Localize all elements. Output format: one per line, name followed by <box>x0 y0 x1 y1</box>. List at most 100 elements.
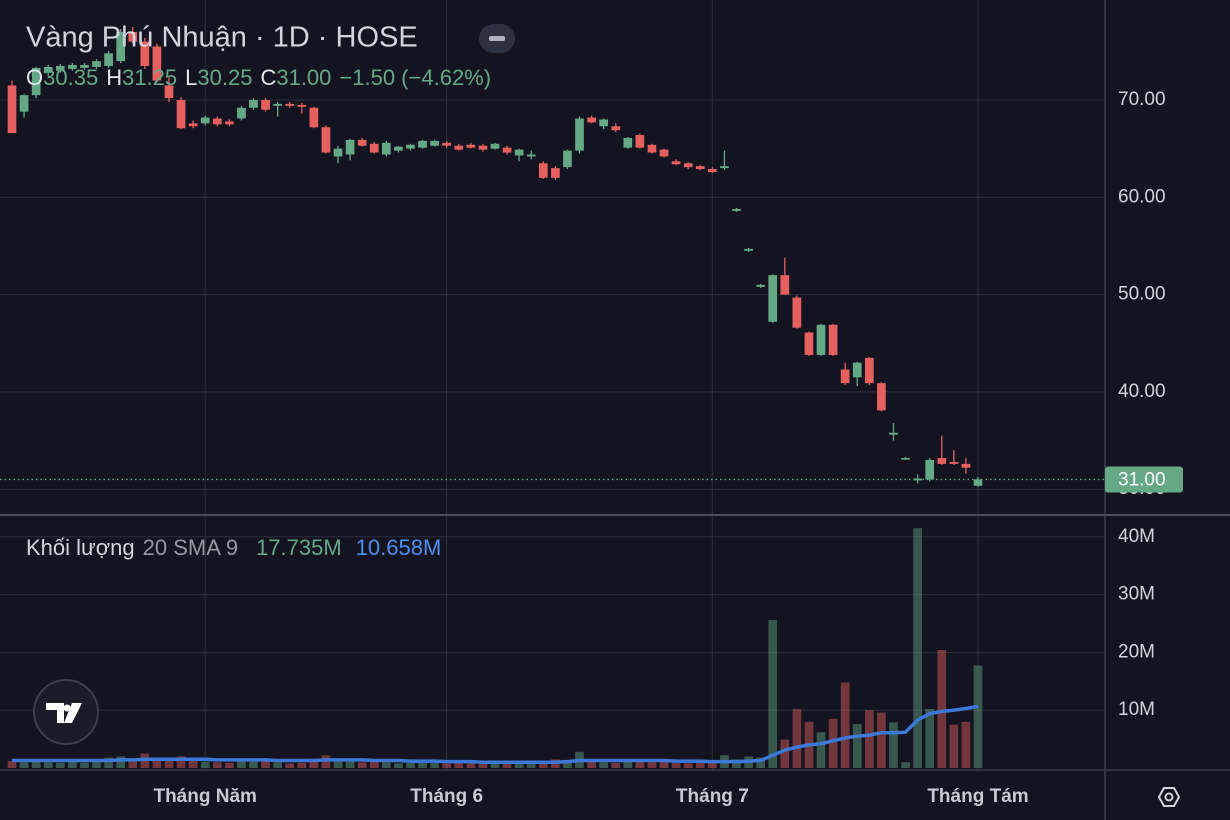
candle-body <box>225 121 234 125</box>
candle-body <box>7 85 17 134</box>
candle-body <box>828 324 838 355</box>
candle-body <box>683 163 693 168</box>
candle-body <box>937 458 947 464</box>
volume-bar <box>466 763 476 768</box>
candle-body <box>538 163 548 178</box>
candle-body <box>80 64 89 68</box>
ohlc-key: O <box>26 65 43 90</box>
ohlc-key: C <box>260 65 276 90</box>
candle-body <box>744 248 753 251</box>
volume-bar <box>732 759 741 768</box>
volume-bar <box>200 761 210 768</box>
candle-body <box>913 478 922 481</box>
ohlc-value: 31.00 <box>276 65 331 90</box>
volume-bar <box>659 761 669 768</box>
volume-bar <box>599 762 609 768</box>
volume-legend-params: 20 SMA 9 <box>143 535 238 560</box>
candle-body <box>502 147 512 153</box>
candle-body <box>478 145 488 150</box>
candle-body <box>695 166 705 170</box>
candle-body <box>297 104 307 107</box>
volume-bar <box>864 710 874 768</box>
candle-body <box>840 369 850 384</box>
volume-bar <box>502 762 512 768</box>
candle-body <box>454 145 464 150</box>
candle-body <box>768 275 778 322</box>
volume-bar <box>623 761 633 768</box>
price-pane <box>0 27 1105 487</box>
legend: Vàng Phú Nhuận · 1D · HOSE O30.35 H31.25 L… <box>26 22 515 560</box>
volume-bar <box>128 759 138 768</box>
collapse-icon <box>489 36 505 41</box>
candle-body <box>466 144 476 148</box>
candle-body <box>261 100 270 110</box>
x-tick-label: Tháng Năm <box>153 786 256 807</box>
candle-body <box>188 123 198 127</box>
volume-legend: Khối lượng 20 SMA 9 17.735M 10.658M <box>26 535 441 560</box>
volume-bar <box>261 761 270 768</box>
axes: 30.0040.0050.0060.0070.0010M20M30M40MThá… <box>153 89 1183 807</box>
volume-bar <box>357 762 367 768</box>
volume-bar <box>756 757 765 768</box>
volume-bar <box>780 739 790 768</box>
candle-body <box>647 144 657 153</box>
volume-bar <box>237 760 246 768</box>
ohlc-row: O30.35 H31.25 L30.25 C31.00 −1.50 (−4.62%) <box>26 65 491 90</box>
candle-body <box>164 85 174 99</box>
volume-bar <box>394 763 403 768</box>
candle-body <box>394 146 403 151</box>
candle-body <box>176 100 186 129</box>
volume-bar <box>418 761 427 768</box>
volume-bar <box>961 721 971 768</box>
volume-bar <box>345 760 355 768</box>
x-tick-label: Tháng Tám <box>927 786 1028 807</box>
volume-bar <box>647 762 657 768</box>
ohlc-legend: O30.35 H31.25 L30.25 C31.00 −1.50 (−4.62%) <box>26 65 491 90</box>
volume-bar <box>442 763 452 768</box>
candle-body <box>551 168 560 178</box>
candle-body <box>671 161 681 165</box>
candle-body <box>514 149 524 156</box>
volume-bar <box>7 761 17 768</box>
candle-body <box>852 362 862 378</box>
volume-bar <box>212 762 222 768</box>
volume-bar <box>285 763 295 768</box>
candle-body <box>406 144 415 149</box>
candle-body <box>925 460 935 480</box>
volume-bar <box>249 759 258 768</box>
candle-body <box>68 64 77 69</box>
volume-bar <box>406 762 415 768</box>
candle-body <box>321 127 331 153</box>
volume-tick-label: 20M <box>1118 641 1155 662</box>
volume-bar <box>188 760 198 768</box>
volume-legend-name: Khối lượng <box>26 535 135 560</box>
candle-body <box>369 143 379 153</box>
ohlc-value: 31.25 <box>122 65 177 90</box>
volume-bar <box>369 761 379 768</box>
candle-body <box>575 118 584 151</box>
candle-body <box>720 166 729 169</box>
volume-bar <box>43 762 53 768</box>
candle-body <box>345 139 355 155</box>
volume-bar <box>104 757 113 768</box>
volume-bar <box>587 761 596 768</box>
volume-bar <box>563 759 572 768</box>
volume-bar <box>514 762 524 768</box>
candle-body <box>756 284 765 287</box>
candle-body <box>249 100 258 108</box>
logo-mark <box>46 703 82 723</box>
chart-title: Vàng Phú Nhuận · 1D · HOSE <box>26 22 418 54</box>
candle-body <box>864 357 874 384</box>
volume-bar <box>949 724 959 768</box>
logo[interactable] <box>33 679 99 745</box>
candle-body <box>104 53 113 66</box>
volume-legend-sma: 10.658M <box>356 535 442 560</box>
volume-bar <box>635 760 645 768</box>
volume-bar <box>430 762 439 768</box>
settings-button[interactable] <box>1157 787 1181 807</box>
volume-bar <box>925 709 935 768</box>
candle-body <box>659 149 669 157</box>
candle-body <box>949 461 959 464</box>
volume-bar <box>152 758 162 768</box>
